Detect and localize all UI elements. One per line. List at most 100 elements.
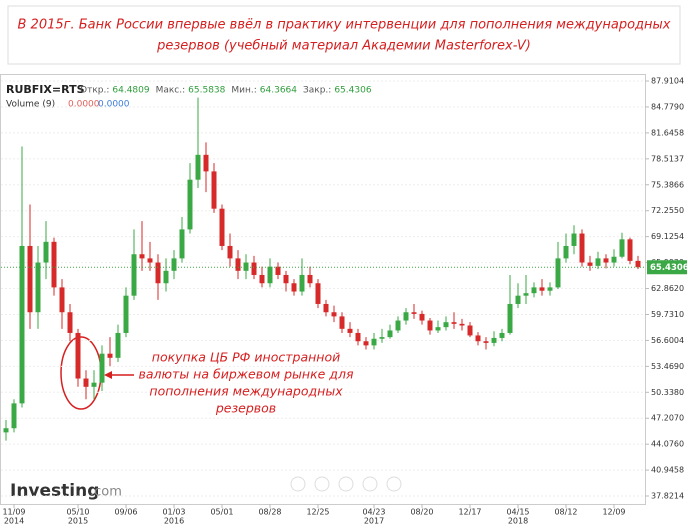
- title: В 2015г. Банк России впервые ввёл в прак…: [18, 18, 671, 33]
- volume-label: Volume (9): [6, 100, 55, 110]
- candle-body: [139, 254, 145, 259]
- candle-body: [179, 229, 185, 259]
- x-tick-label: 09/06: [114, 508, 137, 517]
- candle-body: [355, 332, 361, 342]
- y-tick-label: 47.2070: [651, 414, 684, 423]
- ohlc-label: Закр.:: [303, 86, 331, 96]
- candle-body: [227, 245, 233, 259]
- candle-body: [547, 287, 553, 291]
- candle-body: [379, 337, 385, 339]
- candle-body: [475, 335, 481, 342]
- candle-body: [99, 353, 105, 383]
- candle-body: [339, 316, 345, 329]
- highlight-ellipse: [60, 336, 102, 410]
- candle-body: [371, 338, 377, 346]
- volume-value: 0.0000: [98, 100, 130, 110]
- symbol: RUBFIX=RTS: [6, 83, 85, 96]
- arrow-head: [104, 371, 112, 379]
- annotation: резервов: [215, 401, 276, 416]
- y-tick-label: 75.3866: [651, 180, 684, 189]
- logo-suffix: .com: [90, 485, 122, 500]
- y-tick-label: 62.8620: [651, 284, 684, 293]
- candle-body: [603, 258, 609, 263]
- candle-body: [555, 258, 561, 288]
- candle-body: [635, 260, 641, 268]
- candle-body: [11, 403, 17, 429]
- ohlc-label: Мин.:: [231, 86, 256, 96]
- y-tick-label: 53.4690: [651, 362, 684, 371]
- candle-body: [363, 341, 369, 346]
- x-tick-label: 08/28: [258, 508, 281, 517]
- candle-body: [507, 303, 513, 333]
- ohlc-value: 64.3664: [260, 86, 297, 96]
- y-tick-label: 56.6004: [651, 336, 684, 345]
- candle-body: [539, 287, 545, 291]
- candle-body: [43, 241, 49, 263]
- x-year-label: 2016: [164, 517, 184, 526]
- ohlc-value: 65.5838: [188, 86, 225, 96]
- y-tick-label: 72.2550: [651, 206, 684, 215]
- x-tick-label: 12/17: [458, 508, 481, 517]
- y-tick-label: 78.5137: [651, 154, 684, 163]
- candle-body: [115, 332, 121, 358]
- candle-body: [403, 312, 409, 321]
- x-tick-label: 08/12: [554, 508, 577, 517]
- candle-body: [75, 332, 81, 379]
- candle-body: [451, 322, 457, 324]
- candle-body: [299, 274, 305, 292]
- candle-body: [91, 382, 97, 387]
- candle-body: [235, 258, 241, 271]
- candle-body: [467, 325, 473, 336]
- volume-value: 0.0000: [68, 100, 100, 110]
- logo: Investing: [10, 481, 99, 501]
- candle-body: [619, 239, 625, 257]
- candle-body: [219, 208, 225, 246]
- x-tick-label: 12/25: [306, 508, 329, 517]
- y-tick-label: 50.3380: [651, 388, 684, 397]
- candle-body: [195, 154, 201, 180]
- x-tick-label: 05/10: [66, 508, 89, 517]
- candle-body: [579, 233, 585, 263]
- y-tick-label: 40.9458: [651, 466, 684, 475]
- candle-body: [307, 274, 313, 284]
- plot-frame: [0, 74, 646, 505]
- candle-body: [323, 303, 329, 313]
- candle-body: [571, 233, 577, 246]
- ohlc-value: 64.4809: [112, 86, 149, 96]
- candle-body: [3, 428, 9, 433]
- candle-body: [291, 283, 297, 292]
- candle-body: [259, 274, 265, 284]
- candle-body: [59, 287, 65, 313]
- candle-body: [435, 327, 441, 331]
- candle-body: [107, 353, 113, 358]
- x-year-label: 2018: [508, 517, 528, 526]
- y-tick-label: 81.6458: [651, 128, 684, 137]
- candle-body: [171, 258, 177, 271]
- candle-body: [19, 245, 25, 404]
- annotation: покупка ЦБ РФ иностранной: [152, 350, 340, 365]
- candle-body: [499, 332, 505, 338]
- candle-body: [243, 262, 249, 271]
- candle-body: [411, 312, 417, 314]
- candle-body: [155, 262, 161, 284]
- candle-body: [531, 287, 537, 294]
- candle-body: [347, 328, 353, 333]
- candle-body: [123, 295, 129, 333]
- ohlc-label: Откр.:: [80, 86, 109, 96]
- candle-body: [483, 341, 489, 343]
- candle-body: [211, 171, 217, 209]
- candle-body: [419, 313, 425, 321]
- x-tick-label: 04/15: [506, 508, 529, 517]
- x-year-label: 2014: [4, 517, 24, 526]
- candle-body: [443, 322, 449, 328]
- x-tick-label: 05/01: [210, 508, 233, 517]
- nav-controls[interactable]: [290, 476, 402, 492]
- candle-body: [563, 245, 569, 259]
- candle-body: [595, 258, 601, 266]
- y-tick-label: 59.7310: [651, 310, 684, 319]
- x-tick-label: 12/09: [602, 508, 625, 517]
- title: резервов (учебный материал Академии Mast…: [156, 39, 531, 54]
- candle-body: [27, 245, 33, 313]
- candle-body: [51, 241, 57, 288]
